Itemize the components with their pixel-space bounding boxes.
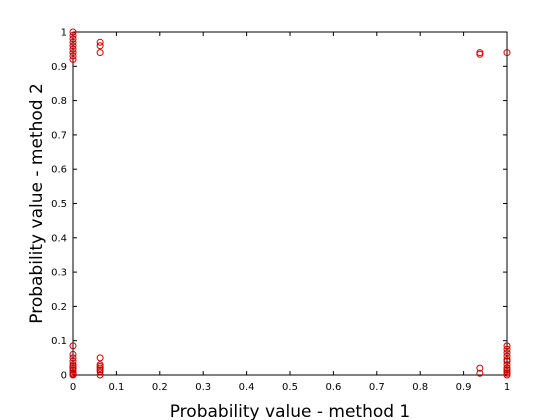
y-tick-label: 1: [61, 28, 67, 39]
data-point: [69, 38, 77, 46]
x-tick-label: 1: [504, 382, 510, 393]
x-tick-label: 0.6: [325, 382, 341, 393]
data-point: [96, 38, 104, 46]
data-points: [69, 28, 511, 379]
x-tick-label: 0.1: [108, 382, 124, 393]
data-point: [69, 28, 77, 36]
y-tick-label: 0: [61, 371, 67, 382]
y-axis-label: Probability value - method 2: [27, 83, 47, 324]
data-point: [503, 345, 511, 353]
data-point: [69, 371, 77, 379]
x-tick-label: 0.2: [152, 382, 168, 393]
x-tick-label: 0: [70, 382, 76, 393]
data-point: [503, 349, 511, 357]
x-axis-label: Probability value - method 1: [170, 402, 411, 420]
x-tick-label: 0.7: [369, 382, 385, 393]
data-point: [476, 369, 484, 377]
data-point: [503, 49, 511, 57]
x-tick-label: 0.9: [456, 382, 472, 393]
y-tick-label: 0.2: [51, 302, 67, 313]
data-point: [503, 361, 511, 369]
data-point: [96, 371, 104, 379]
y-tick-label: 0.1: [51, 336, 67, 347]
x-tick-label: 0.5: [282, 382, 298, 393]
data-point: [476, 364, 484, 372]
data-point: [69, 49, 77, 57]
ticks: 0 0.1 0.2 0.3 0.4 0.5 0.6 0.7 0.8 0.9 1 0 0.1 0.2 0.3 0…: [51, 28, 510, 394]
data-point: [69, 35, 77, 43]
data-point: [69, 350, 77, 358]
y-tick-label: 0.7: [51, 130, 67, 141]
data-point: [69, 342, 77, 350]
y-tick-label: 0.9: [51, 62, 67, 73]
data-point: [503, 357, 511, 365]
y-tick-label: 0.6: [51, 165, 67, 176]
data-point: [69, 354, 77, 362]
plot-area: [72, 31, 508, 376]
data-point: [69, 52, 77, 60]
x-tick-label: 0.4: [239, 382, 255, 393]
x-tick-label: 0.8: [412, 382, 428, 393]
data-point: [69, 55, 77, 63]
data-point: [69, 45, 77, 53]
y-tick-label: 0.8: [51, 96, 67, 107]
data-point: [503, 371, 511, 379]
data-point: [69, 31, 77, 39]
y-tick-label: 0.5: [51, 199, 67, 210]
data-point: [69, 42, 77, 50]
data-point: [96, 49, 104, 57]
data-point: [503, 352, 511, 360]
x-tick-label: 0.3: [195, 382, 211, 393]
y-tick-label: 0.3: [51, 268, 67, 279]
data-point: [69, 357, 77, 365]
data-point: [476, 50, 484, 58]
data-point: [503, 342, 511, 350]
y-tick-label: 0.4: [51, 233, 67, 244]
data-point: [96, 42, 104, 50]
data-point: [96, 354, 104, 362]
data-point: [96, 368, 104, 376]
